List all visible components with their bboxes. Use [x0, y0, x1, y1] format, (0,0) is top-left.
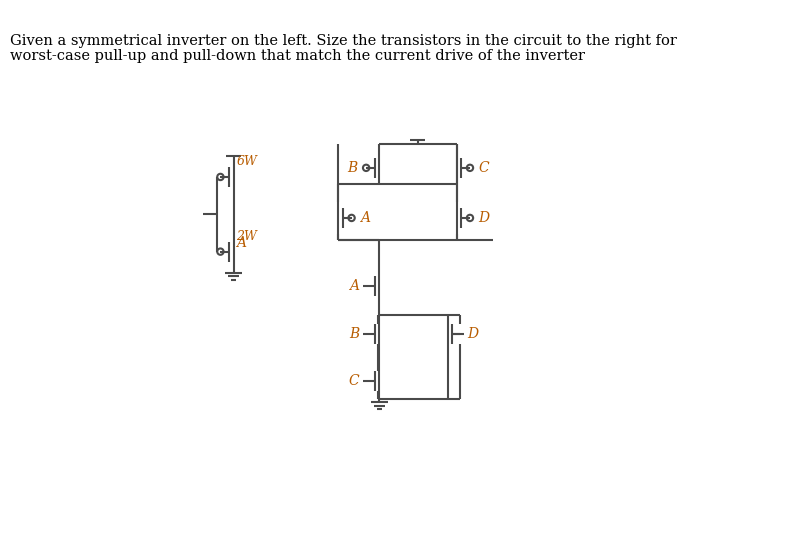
Text: A: A	[349, 279, 359, 293]
Text: C: C	[479, 161, 489, 175]
Text: A: A	[360, 211, 370, 225]
Text: A: A	[237, 236, 246, 250]
Text: Given a symmetrical inverter on the left. Size the transistors in the circuit to: Given a symmetrical inverter on the left…	[10, 34, 678, 48]
Text: D: D	[479, 211, 490, 225]
Text: 2W: 2W	[237, 230, 257, 243]
Text: D: D	[468, 326, 479, 340]
Text: B: B	[347, 161, 358, 175]
Text: 6W: 6W	[237, 155, 257, 168]
Text: B: B	[349, 326, 359, 340]
Text: worst-case pull-up and pull-down that match the current drive of the inverter: worst-case pull-up and pull-down that ma…	[10, 50, 586, 63]
Text: C: C	[349, 374, 359, 388]
